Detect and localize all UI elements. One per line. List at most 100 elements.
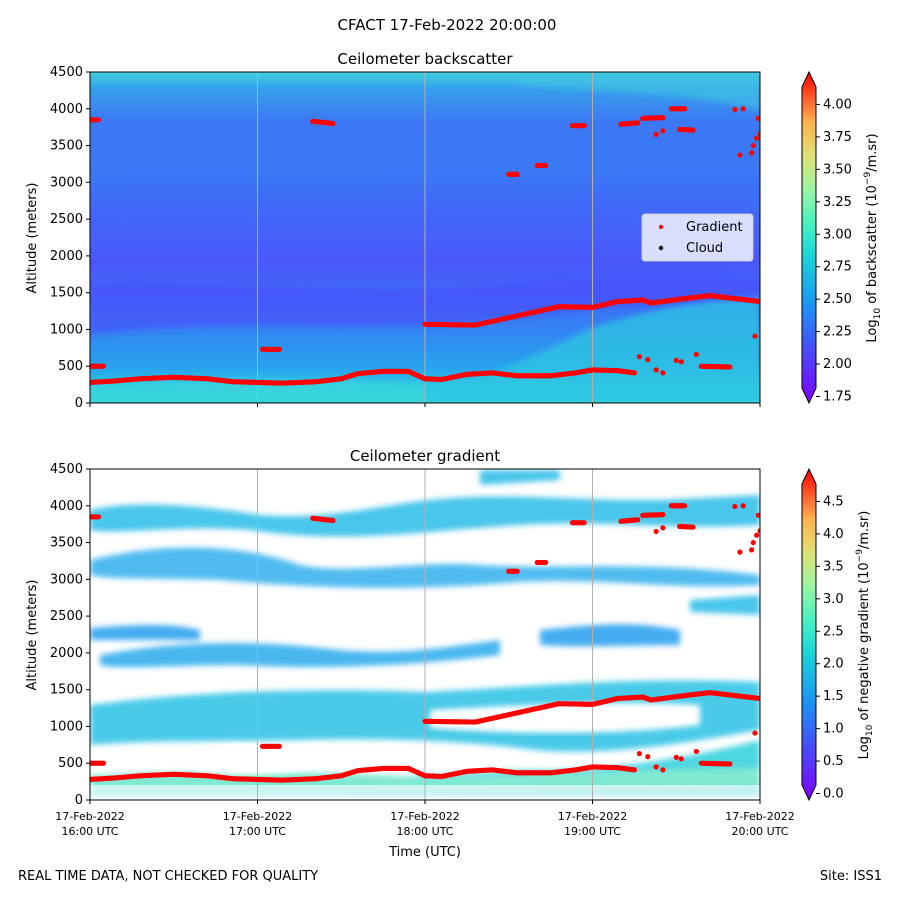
gradient-title: Ceilometer gradient bbox=[350, 447, 500, 465]
gradient-point bbox=[749, 547, 755, 553]
y-tick-label: 1500 bbox=[50, 286, 83, 301]
gradient-point bbox=[682, 106, 688, 112]
colorbar-tick-label: 0.0 bbox=[823, 787, 844, 802]
gradient-point bbox=[678, 359, 684, 365]
colorbar-tick-label: 3.5 bbox=[823, 559, 844, 574]
gradient-ylabel: Altitude (meters) bbox=[25, 580, 40, 691]
gradient-gradient-points bbox=[90, 503, 760, 783]
gradient-point bbox=[635, 517, 641, 523]
backscatter-ylabel: Altitude (meters) bbox=[25, 183, 40, 294]
gradient-point bbox=[653, 764, 659, 770]
gradient-point bbox=[276, 743, 282, 749]
legend-cloud-marker bbox=[658, 245, 664, 251]
site-label: Site: ISS1 bbox=[819, 869, 882, 884]
y-tick-label: 2000 bbox=[50, 249, 83, 264]
y-tick-label: 0 bbox=[75, 396, 83, 411]
colorbar-tick-label: 3.50 bbox=[823, 162, 852, 177]
gradient-point bbox=[693, 351, 699, 358]
gradient-panel: Ceilometer gradient bbox=[25, 447, 875, 860]
gradient-colorbar-label: Log10 of negative gradient (10−9/m.sr) bbox=[855, 511, 875, 760]
x-tick-date: 17-Feb-2022 bbox=[725, 810, 794, 823]
backscatter-colorbar-label: Log10 of backscatter (10−9/m.sr) bbox=[863, 133, 883, 342]
gradient-point bbox=[755, 512, 760, 518]
gradient-point bbox=[757, 528, 760, 534]
y-tick-label: 500 bbox=[58, 359, 83, 374]
colorbar-tick-label: 4.5 bbox=[823, 494, 844, 509]
y-tick-label: 3000 bbox=[50, 572, 83, 587]
backscatter-panel: Ceilometer backscatter 0 500 1000 1500 2000 2… bbox=[25, 50, 883, 411]
y-tick-label: 1000 bbox=[50, 719, 83, 734]
gradient-point bbox=[330, 517, 336, 524]
gradient-point bbox=[752, 730, 758, 736]
colorbar-tick-label: 2.00 bbox=[823, 357, 852, 372]
gradient-point bbox=[543, 559, 549, 566]
gradient-x-axis: 17-Feb-2022 16:00 UTC 17-Feb-2022 17:00 UTC… bbox=[55, 800, 795, 838]
colorbar-tick-label: 3.25 bbox=[823, 195, 852, 210]
x-tick-time: 16:00 UTC bbox=[61, 825, 118, 838]
gradient-point bbox=[645, 754, 651, 760]
gradient-point bbox=[95, 514, 101, 520]
gradient-point bbox=[100, 363, 106, 369]
y-tick-label: 3500 bbox=[50, 139, 83, 154]
gradient-point bbox=[732, 106, 738, 113]
x-tick-date: 17-Feb-2022 bbox=[55, 810, 124, 823]
gradient-grid bbox=[90, 469, 760, 800]
gradient-point bbox=[727, 364, 733, 370]
y-tick-label: 0 bbox=[75, 793, 83, 808]
gradient-point bbox=[754, 532, 760, 538]
backscatter-x-ticks bbox=[89, 403, 761, 407]
gradient-point bbox=[678, 756, 684, 762]
y-tick-label: 3000 bbox=[50, 175, 83, 190]
gradient-point bbox=[749, 150, 755, 156]
backscatter-grid bbox=[90, 72, 760, 403]
colorbar-tick-label: 4.0 bbox=[823, 527, 844, 542]
legend-cloud-label: Cloud bbox=[686, 241, 723, 256]
colorbar-tick-label: 2.0 bbox=[823, 657, 844, 672]
x-tick-time: 20:00 UTC bbox=[731, 825, 788, 838]
colorbar-tick-label: 2.50 bbox=[823, 292, 852, 307]
colorbar-tick-label: 3.75 bbox=[823, 130, 852, 145]
gradient-point bbox=[682, 503, 688, 509]
y-tick-label: 2000 bbox=[50, 646, 83, 661]
gradient-xlabel: Time (UTC) bbox=[388, 845, 461, 860]
gradient-point bbox=[737, 549, 743, 555]
gradient-point bbox=[750, 539, 756, 546]
colorbar-tick-label: 1.0 bbox=[823, 722, 844, 737]
y-tick-label: 4500 bbox=[50, 462, 83, 477]
gradient-point bbox=[631, 370, 637, 376]
x-tick-date: 17-Feb-2022 bbox=[558, 810, 627, 823]
legend-gradient-label: Gradient bbox=[686, 220, 743, 235]
colorbar-tick-label: 1.75 bbox=[823, 390, 852, 405]
gradient-point bbox=[660, 525, 666, 531]
gradient-point bbox=[737, 152, 743, 158]
gradient-point bbox=[690, 524, 696, 530]
gradient-point bbox=[653, 131, 659, 138]
gradient-point bbox=[750, 142, 756, 149]
backscatter-title: Ceilometer backscatter bbox=[337, 50, 513, 68]
y-tick-label: 2500 bbox=[50, 609, 83, 624]
colorbar-tick-label: 3.00 bbox=[823, 227, 852, 242]
y-tick-label: 4000 bbox=[50, 102, 83, 117]
gradient-point bbox=[276, 346, 282, 352]
y-tick-label: 1000 bbox=[50, 322, 83, 337]
x-tick-time: 17:00 UTC bbox=[229, 825, 286, 838]
gradient-point bbox=[100, 760, 106, 766]
legend: Gradient Cloud bbox=[641, 213, 754, 262]
gradient-point bbox=[636, 354, 643, 360]
x-tick-date: 17-Feb-2022 bbox=[223, 810, 292, 823]
gradient-point bbox=[727, 761, 733, 767]
gradient-point bbox=[635, 120, 641, 126]
legend-gradient-marker bbox=[658, 224, 664, 230]
gradient-point bbox=[636, 751, 643, 757]
gradient-point bbox=[754, 135, 760, 141]
y-tick-label: 500 bbox=[58, 756, 83, 771]
colorbar-tick-label: 2.25 bbox=[823, 325, 852, 340]
colorbar-tick-label: 0.5 bbox=[823, 754, 844, 769]
colorbar-tick-label: 3.0 bbox=[823, 592, 844, 607]
gradient-point bbox=[514, 171, 520, 177]
gradient-point bbox=[631, 767, 637, 773]
backscatter-y-axis: 0 500 1000 1500 2000 2500 3000 3500 4000 4500 bbox=[50, 65, 90, 411]
x-tick-time: 19:00 UTC bbox=[564, 825, 621, 838]
gradient-point bbox=[740, 106, 746, 112]
